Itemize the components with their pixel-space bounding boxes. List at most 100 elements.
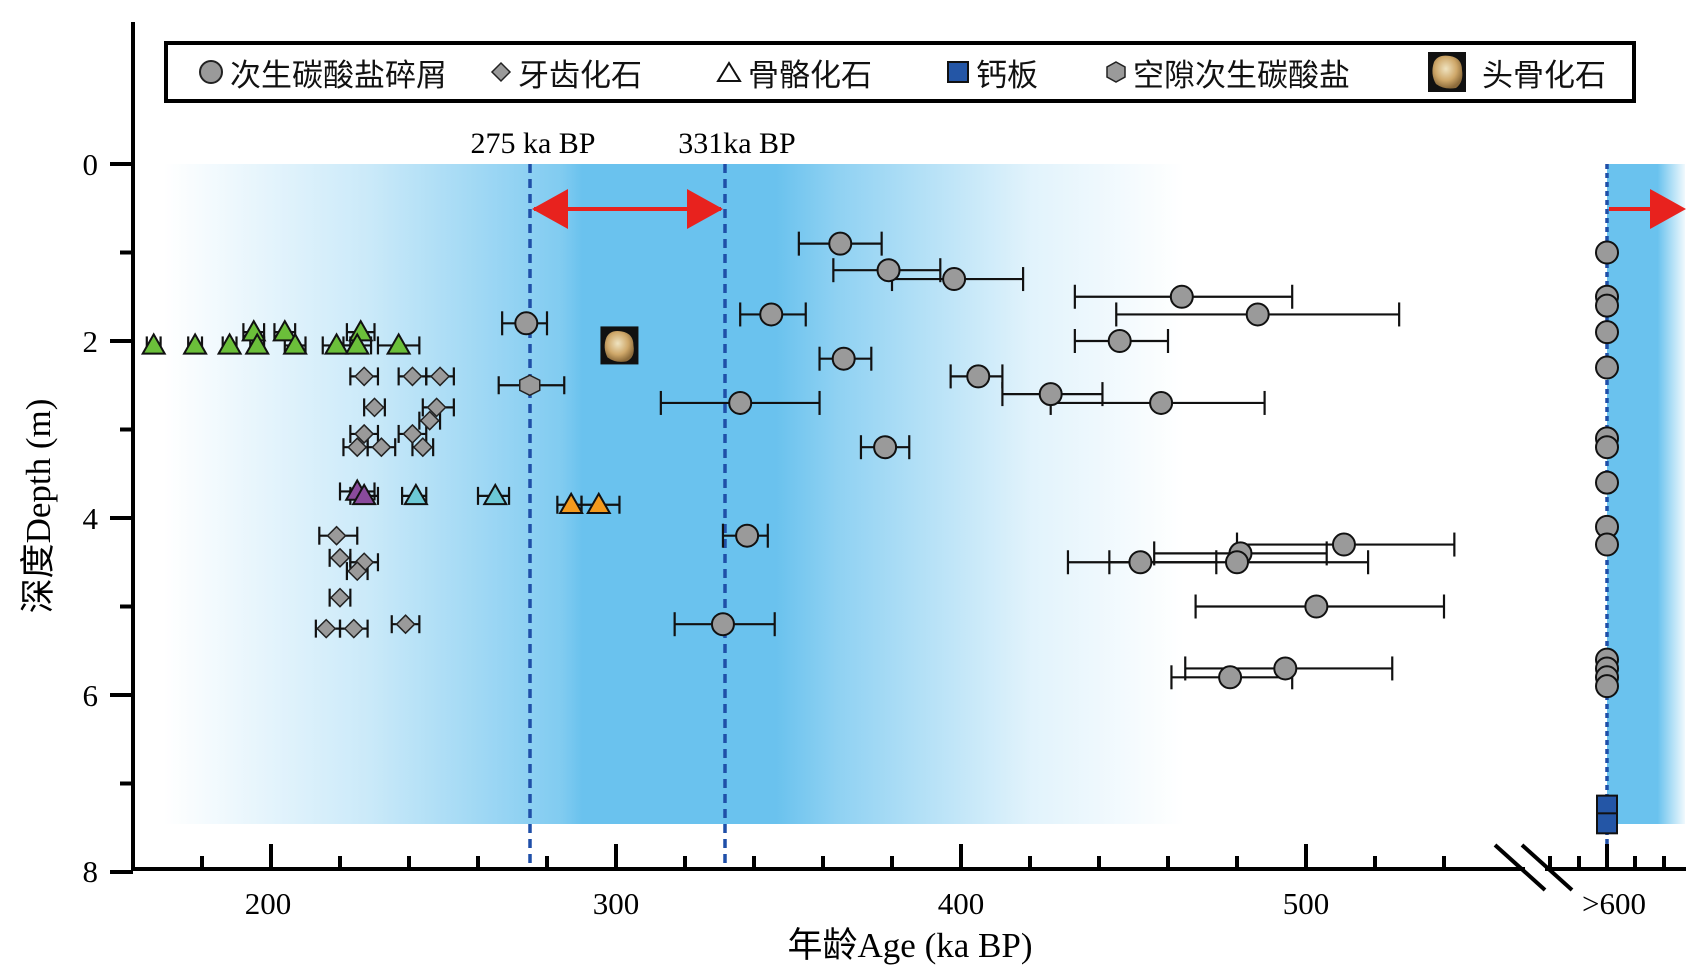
diamond-point bbox=[326, 525, 347, 546]
hexagon-point bbox=[519, 374, 541, 397]
circle-point bbox=[1218, 665, 1243, 690]
circle-point bbox=[1149, 390, 1174, 415]
circle-point bbox=[1128, 550, 1153, 575]
x-ticks bbox=[200, 844, 1666, 869]
triangle-point bbox=[140, 332, 167, 355]
y-ticks bbox=[110, 162, 133, 874]
diamond-point bbox=[429, 366, 451, 387]
triangle-point bbox=[323, 332, 350, 355]
triangle-point bbox=[482, 482, 508, 506]
circle-point bbox=[1595, 320, 1619, 345]
y-tick-label-2: 2 bbox=[83, 324, 99, 359]
x-axis-title: 年龄Age (ka BP) bbox=[788, 926, 1033, 965]
circle-point bbox=[514, 311, 539, 336]
diamond-point bbox=[347, 561, 368, 582]
square-point bbox=[1596, 812, 1618, 835]
circle-point bbox=[1595, 470, 1619, 495]
y-tick-label-8: 8 bbox=[83, 854, 99, 889]
triangle-point bbox=[586, 491, 612, 514]
diamond-point bbox=[412, 437, 433, 458]
circle-point bbox=[1595, 293, 1619, 318]
age-shading-band bbox=[164, 164, 1184, 824]
annotation-331: 331ka BP bbox=[678, 127, 796, 160]
skull-photo-icon bbox=[1428, 52, 1466, 92]
legend-label: 头骨化石 bbox=[1482, 57, 1606, 94]
triangle-point bbox=[403, 482, 429, 506]
circle-point bbox=[759, 302, 784, 327]
diamond-point bbox=[364, 397, 385, 418]
diamond-point bbox=[329, 547, 351, 568]
diamond-point bbox=[316, 618, 337, 639]
diamond-marker-icon bbox=[490, 61, 512, 83]
circle-point bbox=[728, 390, 753, 415]
circle-point bbox=[966, 364, 991, 389]
legend: 次生碳酸盐碎屑 牙齿化石 骨骼化石 钙板 空隙次生碳酸盐 头骨化石 bbox=[164, 41, 1636, 103]
diamond-point bbox=[419, 410, 440, 431]
legend-label: 牙齿化石 bbox=[518, 57, 642, 94]
triangle-point bbox=[272, 319, 298, 342]
y-tick-label-6: 6 bbox=[83, 678, 99, 713]
x-tick-label-400: 400 bbox=[938, 886, 985, 921]
legend-label: 骨骼化石 bbox=[748, 57, 872, 94]
legend-item-void-carbonate: 空隙次生碳酸盐 bbox=[1105, 45, 1350, 99]
diamond-point bbox=[347, 437, 368, 458]
circle-point bbox=[1245, 302, 1270, 327]
circle-point bbox=[1595, 355, 1619, 380]
triangle-point bbox=[244, 332, 270, 355]
legend-item-carbonate-debris: 次生碳酸盐碎屑 bbox=[198, 45, 447, 99]
circle-point bbox=[1331, 532, 1356, 557]
triangle-point bbox=[344, 332, 370, 355]
diamond-point bbox=[343, 618, 364, 639]
y-tick-label-4: 4 bbox=[83, 501, 99, 536]
triangle-point bbox=[351, 482, 377, 506]
circle-point bbox=[1169, 284, 1194, 309]
legend-item-calcium-plate: 钙板 bbox=[946, 45, 1038, 99]
circle-point bbox=[1595, 674, 1619, 699]
y-axis-title: 深度Depth (m) bbox=[19, 399, 58, 614]
x-tick-label-300: 300 bbox=[593, 886, 640, 921]
triangle-point bbox=[182, 332, 208, 355]
circle-point bbox=[1595, 532, 1619, 557]
legend-label: 空隙次生碳酸盐 bbox=[1133, 57, 1350, 94]
circle-point bbox=[1225, 550, 1249, 575]
y-tick-label-0: 0 bbox=[83, 147, 99, 182]
circle-point bbox=[1107, 329, 1132, 353]
triangle-point bbox=[216, 332, 243, 355]
x-tick-label-500: 500 bbox=[1283, 886, 1330, 921]
legend-label: 次生碳酸盐碎屑 bbox=[230, 57, 447, 94]
diamond-point bbox=[402, 423, 423, 444]
circle-point bbox=[1273, 656, 1298, 681]
annotation-275: 275 ka BP bbox=[470, 127, 595, 160]
diamond-point bbox=[354, 366, 375, 387]
diamond-point bbox=[329, 587, 351, 608]
circle-point bbox=[876, 258, 901, 283]
circle-point bbox=[828, 231, 853, 256]
triangle-marker-icon bbox=[716, 61, 742, 82]
skull-photo-image bbox=[604, 331, 634, 362]
axis-break-mark bbox=[1493, 843, 1574, 892]
diamond-point bbox=[354, 423, 375, 444]
triangle-point bbox=[558, 491, 584, 514]
legend-label: 钙板 bbox=[976, 57, 1038, 94]
diamond-point bbox=[395, 614, 416, 635]
range-arrow bbox=[532, 189, 723, 229]
x-tick-label-200: 200 bbox=[245, 886, 292, 921]
right-shading-band bbox=[1607, 164, 1685, 824]
data-points bbox=[140, 231, 1619, 835]
circle-point bbox=[710, 612, 735, 637]
diamond-point bbox=[371, 437, 392, 458]
circle-point bbox=[942, 267, 967, 292]
square-marker-icon bbox=[947, 61, 969, 83]
legend-item-teeth-fossil: 牙齿化石 bbox=[490, 45, 642, 99]
circle-point bbox=[873, 435, 898, 460]
legend-item-bone-fossil: 骨骼化石 bbox=[716, 45, 872, 99]
skull-photo-point bbox=[600, 326, 639, 365]
circle-point bbox=[735, 523, 760, 548]
circle-point bbox=[1038, 382, 1063, 407]
triangle-point bbox=[282, 332, 308, 355]
hexagon-marker-icon bbox=[1106, 61, 1126, 83]
circle-point bbox=[1595, 240, 1619, 265]
legend-item-skull-fossil: 头骨化石 bbox=[1428, 45, 1606, 99]
right-arrow bbox=[1609, 189, 1686, 229]
